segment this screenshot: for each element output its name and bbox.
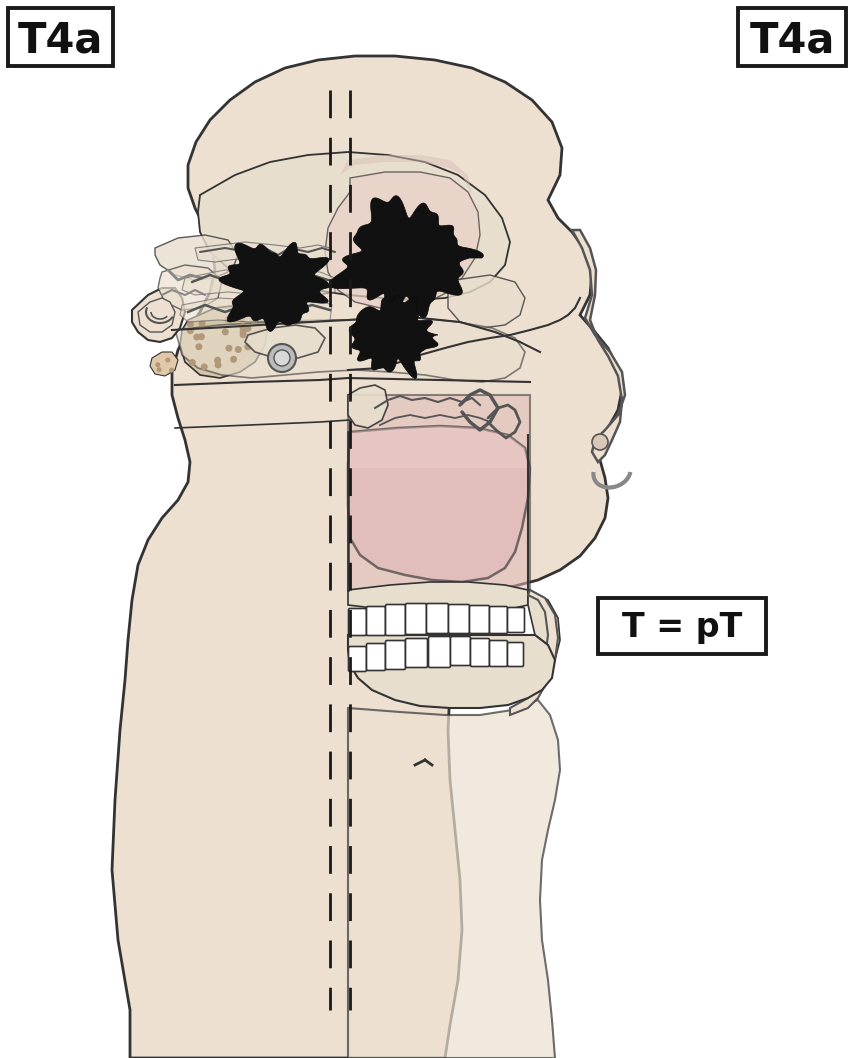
Circle shape — [268, 344, 296, 372]
Text: T4a: T4a — [17, 19, 102, 61]
Polygon shape — [138, 298, 175, 332]
Circle shape — [195, 343, 202, 350]
Polygon shape — [180, 298, 332, 322]
Circle shape — [235, 346, 241, 353]
Polygon shape — [182, 270, 334, 295]
Circle shape — [198, 320, 206, 327]
Polygon shape — [194, 242, 329, 262]
Polygon shape — [198, 152, 509, 300]
FancyBboxPatch shape — [470, 638, 489, 667]
Polygon shape — [572, 230, 624, 462]
Polygon shape — [350, 426, 527, 468]
FancyBboxPatch shape — [737, 8, 845, 66]
Polygon shape — [347, 582, 527, 612]
Circle shape — [244, 325, 251, 332]
FancyBboxPatch shape — [428, 637, 450, 668]
FancyBboxPatch shape — [507, 642, 523, 667]
Polygon shape — [112, 56, 621, 1058]
FancyBboxPatch shape — [348, 646, 366, 672]
Polygon shape — [325, 172, 479, 308]
FancyBboxPatch shape — [507, 607, 524, 633]
Circle shape — [200, 364, 207, 370]
Polygon shape — [509, 590, 557, 715]
Circle shape — [225, 345, 232, 351]
FancyBboxPatch shape — [385, 640, 405, 670]
Circle shape — [214, 362, 221, 368]
Polygon shape — [347, 635, 554, 708]
FancyBboxPatch shape — [348, 608, 366, 636]
Polygon shape — [150, 352, 177, 376]
Text: T = pT: T = pT — [621, 612, 741, 644]
FancyBboxPatch shape — [426, 603, 448, 634]
Polygon shape — [328, 196, 483, 323]
Polygon shape — [180, 305, 268, 378]
Polygon shape — [175, 318, 525, 382]
Polygon shape — [347, 700, 560, 1058]
FancyBboxPatch shape — [366, 606, 385, 636]
FancyBboxPatch shape — [489, 606, 507, 634]
Polygon shape — [527, 590, 560, 660]
Circle shape — [229, 355, 237, 363]
Circle shape — [169, 368, 174, 372]
Polygon shape — [218, 242, 343, 331]
FancyBboxPatch shape — [405, 603, 426, 635]
Circle shape — [274, 350, 290, 366]
Circle shape — [187, 327, 194, 334]
Circle shape — [238, 315, 245, 323]
Circle shape — [198, 333, 205, 340]
Polygon shape — [154, 235, 238, 280]
Circle shape — [244, 344, 251, 350]
FancyBboxPatch shape — [448, 604, 469, 634]
FancyBboxPatch shape — [385, 604, 405, 636]
FancyBboxPatch shape — [450, 637, 470, 665]
Circle shape — [591, 434, 607, 450]
Circle shape — [214, 357, 221, 364]
Circle shape — [222, 328, 229, 335]
FancyBboxPatch shape — [405, 638, 427, 668]
Circle shape — [224, 315, 231, 323]
Polygon shape — [448, 275, 525, 328]
Polygon shape — [245, 325, 325, 358]
FancyBboxPatch shape — [469, 605, 489, 634]
Circle shape — [155, 362, 160, 367]
Circle shape — [187, 321, 194, 328]
Circle shape — [240, 331, 247, 339]
Circle shape — [165, 358, 170, 363]
FancyBboxPatch shape — [8, 8, 113, 66]
FancyBboxPatch shape — [597, 598, 765, 654]
Polygon shape — [347, 385, 387, 428]
Circle shape — [193, 333, 200, 341]
Polygon shape — [158, 264, 222, 310]
Circle shape — [156, 367, 161, 372]
Circle shape — [250, 317, 257, 325]
Circle shape — [189, 359, 195, 366]
FancyBboxPatch shape — [489, 640, 507, 667]
Text: T4a: T4a — [748, 19, 833, 61]
Circle shape — [239, 323, 246, 330]
Polygon shape — [132, 288, 185, 342]
FancyBboxPatch shape — [366, 643, 385, 671]
Circle shape — [240, 328, 247, 335]
Polygon shape — [339, 156, 472, 195]
Polygon shape — [347, 395, 530, 590]
Polygon shape — [347, 426, 530, 582]
Polygon shape — [349, 295, 438, 379]
